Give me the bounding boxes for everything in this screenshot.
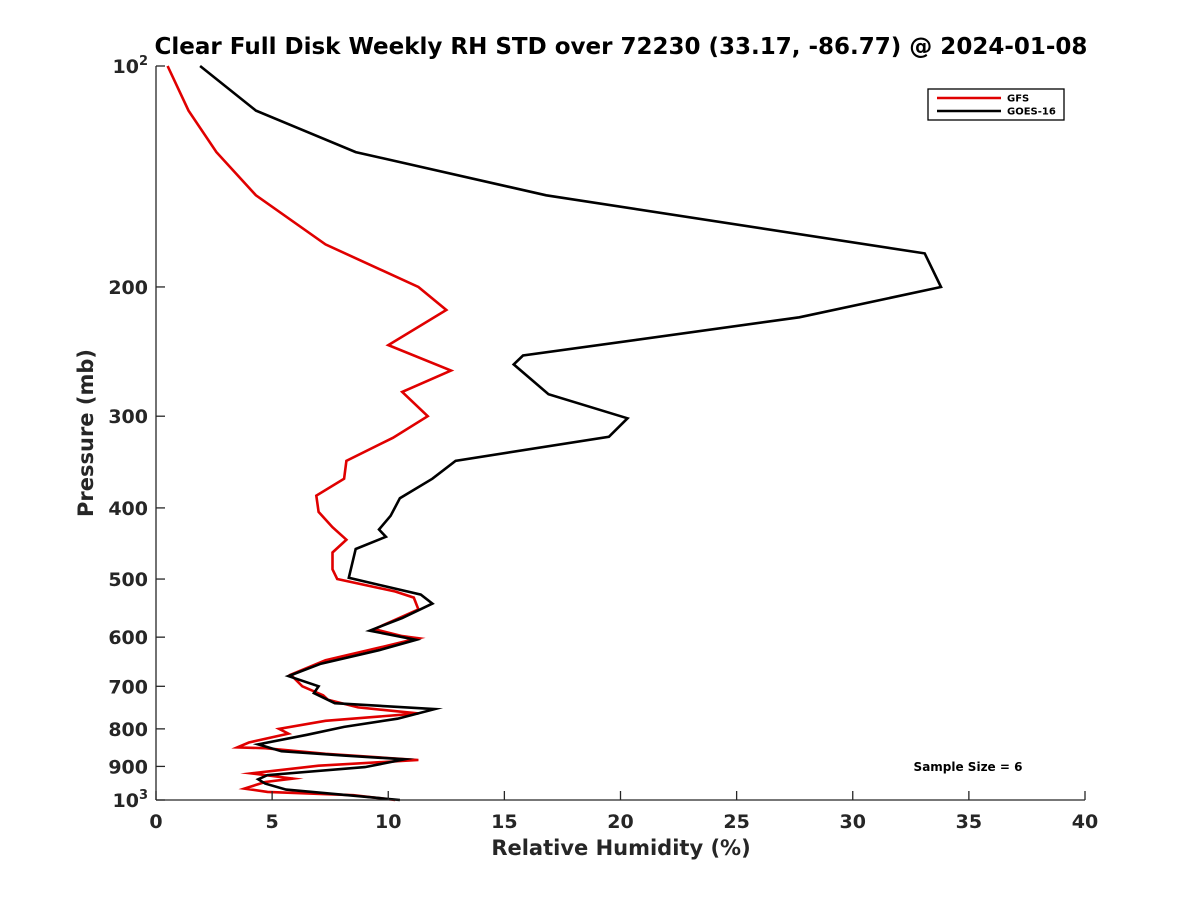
y-tick-label: 500 (108, 569, 148, 591)
y-tick-label: 300 (108, 406, 148, 428)
y-tick-label: 200 (108, 277, 148, 299)
x-tick-label: 20 (607, 811, 633, 833)
y-tick-label: 103 (113, 788, 149, 812)
y-tick-label: 700 (108, 676, 148, 698)
legend-label-goes-16: GOES-16 (1007, 107, 1056, 118)
y-tick-label: 400 (108, 498, 148, 520)
series-line-goes-16 (199, 64, 943, 802)
x-axis-label: Relative Humidity (%) (491, 836, 750, 860)
x-tick-label: 25 (723, 811, 749, 833)
y-axis-label: Pressure (mb) (74, 349, 98, 517)
y-axis-ticks: 102 200 300 400 500 600 700 800 900 103 (108, 54, 165, 812)
x-tick-label: 40 (1072, 811, 1098, 833)
plot-lines (166, 64, 943, 802)
sample-size-annotation: Sample Size = 6 (914, 760, 1023, 774)
x-tick-label: 35 (956, 811, 982, 833)
y-tick-label: 900 (108, 756, 148, 778)
y-tick-label: 800 (108, 719, 148, 741)
x-axis-ticks: 0 5 10 15 20 25 30 35 40 (149, 791, 1098, 833)
chart-title: Clear Full Disk Weekly RH STD over 72230… (155, 34, 1088, 60)
x-tick-label: 10 (375, 811, 401, 833)
x-tick-label: 0 (149, 811, 162, 833)
x-tick-label: 5 (266, 811, 279, 833)
legend-label-gfs: GFS (1007, 94, 1029, 105)
x-tick-label: 30 (840, 811, 866, 833)
y-tick-label: 600 (108, 627, 148, 649)
legend-box (927, 88, 1065, 121)
legend: GFS GOES-16 (927, 88, 1065, 121)
y-tick-label: 102 (113, 54, 149, 78)
x-tick-label: 15 (491, 811, 517, 833)
